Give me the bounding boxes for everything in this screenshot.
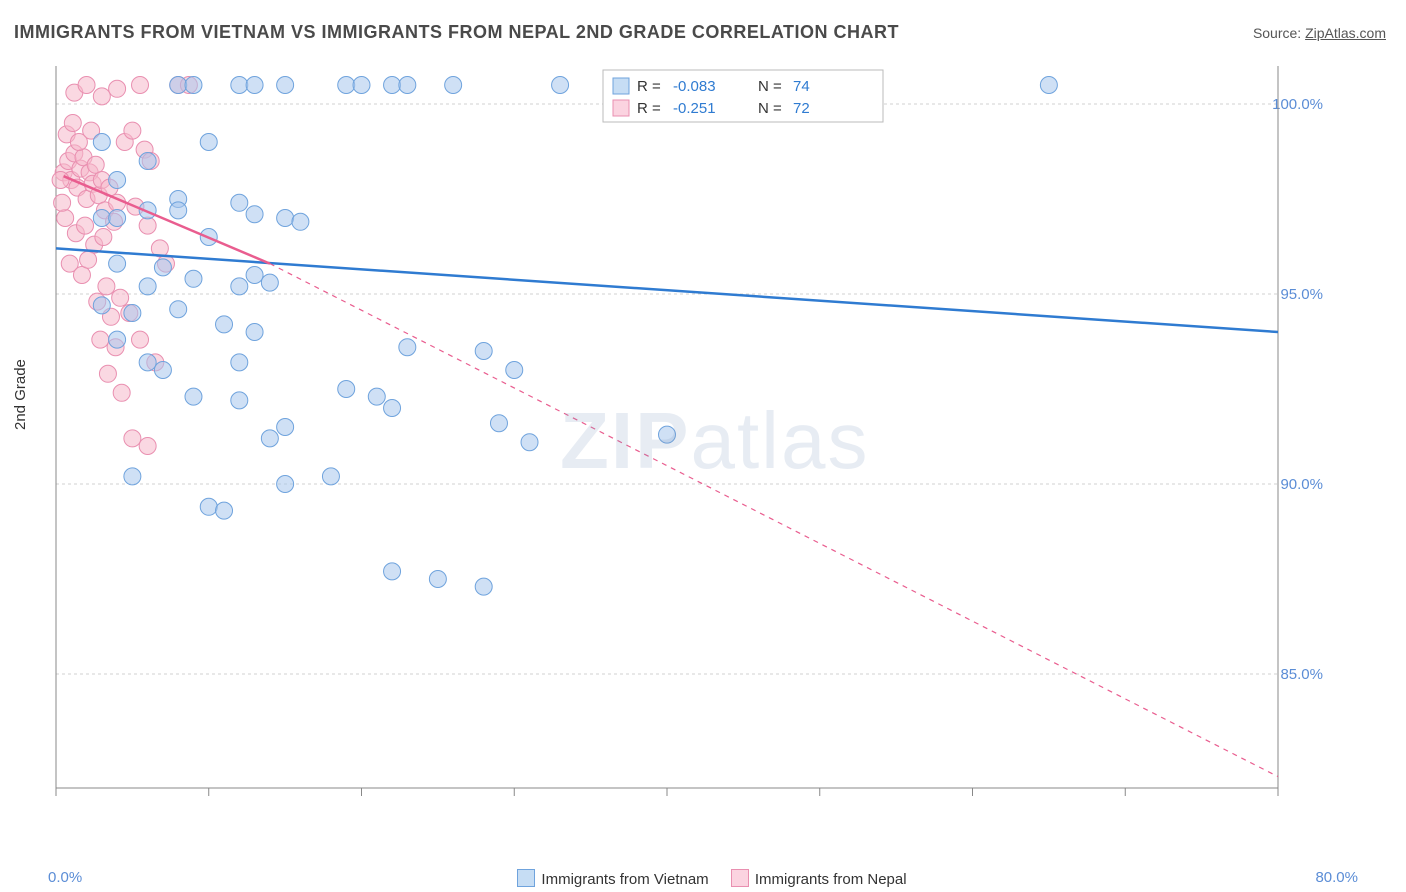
svg-text:R =: R = <box>637 100 661 117</box>
legend-label-series1: Immigrants from Vietnam <box>541 871 708 888</box>
svg-text:R =: R = <box>637 78 661 95</box>
svg-text:N =: N = <box>758 78 782 95</box>
legend-label-series2: Immigrants from Nepal <box>755 871 907 888</box>
source-attribution: Source: ZipAtlas.com <box>1253 25 1386 41</box>
svg-text:85.0%: 85.0% <box>1280 666 1323 683</box>
svg-text:N =: N = <box>758 100 782 117</box>
y-axis-label: 2nd Grade <box>12 359 29 430</box>
source-link[interactable]: ZipAtlas.com <box>1305 25 1386 41</box>
svg-text:95.0%: 95.0% <box>1280 286 1323 303</box>
source-label: Source: <box>1253 25 1305 41</box>
svg-text:-0.083: -0.083 <box>673 78 716 95</box>
chart-area: 85.0% 90.0% 95.0% 100.0% R = -0.083 N = 74 R =… <box>48 58 1348 818</box>
legend-swatch-series1 <box>517 869 535 887</box>
svg-text:90.0%: 90.0% <box>1280 476 1323 493</box>
chart-title: IMMIGRANTS FROM VIETNAM VS IMMIGRANTS FR… <box>14 22 899 43</box>
svg-text:74: 74 <box>793 78 810 95</box>
scatter-chart-svg: 85.0% 90.0% 95.0% 100.0% R = -0.083 N = 74 R =… <box>48 58 1348 818</box>
legend-bottom: Immigrants from Vietnam Immigrants from … <box>0 869 1406 888</box>
legend-swatch-series2 <box>731 869 749 887</box>
svg-text:-0.251: -0.251 <box>673 100 716 117</box>
svg-text:72: 72 <box>793 100 810 117</box>
svg-text:100.0%: 100.0% <box>1272 96 1323 113</box>
